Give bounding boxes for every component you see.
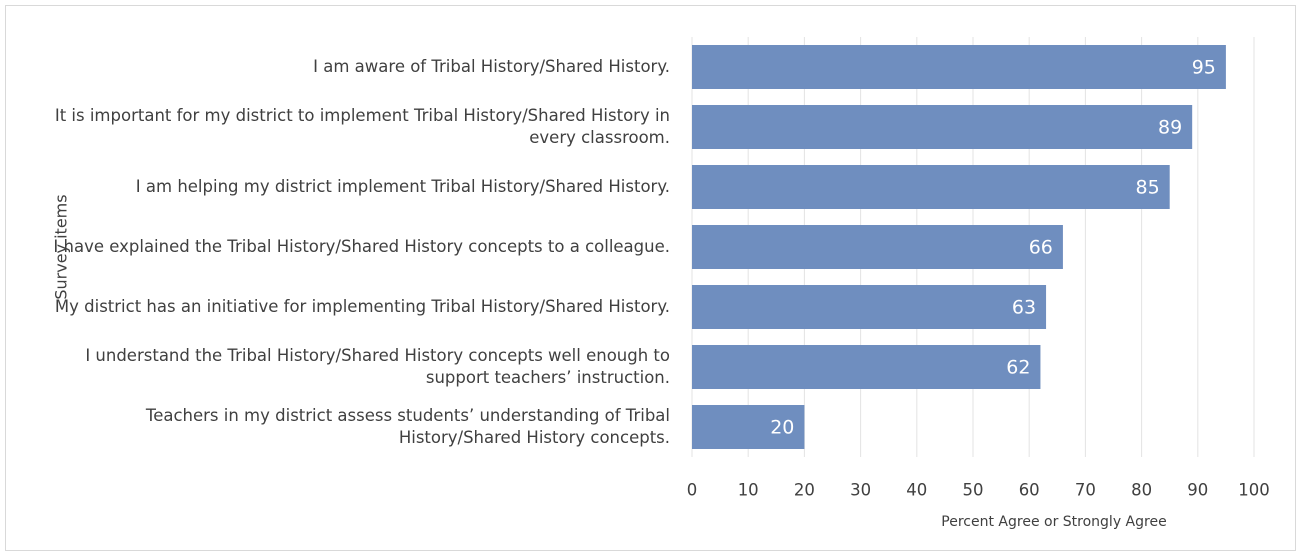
- bar: [692, 165, 1170, 209]
- y-tick-label: Teachers in my district assess students’…: [145, 406, 670, 447]
- x-tick-label: 50: [963, 481, 984, 500]
- x-tick-label: 10: [738, 481, 759, 500]
- y-tick-label: I have explained the Tribal History/Shar…: [53, 237, 670, 256]
- value-label: 20: [770, 417, 794, 439]
- y-tick-label: It is important for my district to imple…: [54, 106, 670, 147]
- x-tick-label: 40: [906, 481, 927, 500]
- value-label: 62: [1006, 357, 1030, 379]
- y-tick-label: I am aware of Tribal History/Shared Hist…: [313, 57, 670, 76]
- bar: [692, 105, 1193, 149]
- bar: [692, 225, 1063, 269]
- value-label: 66: [1029, 237, 1053, 259]
- x-tick-label: 20: [794, 481, 815, 500]
- bar: [692, 45, 1226, 89]
- x-tick-label: 30: [850, 481, 871, 500]
- x-tick-label: 90: [1187, 481, 1208, 500]
- x-tick-label: 70: [1075, 481, 1096, 500]
- x-tick-label: 80: [1131, 481, 1152, 500]
- x-tick-label: 0: [687, 481, 698, 500]
- x-tick-label: 100: [1238, 481, 1270, 500]
- bar: [692, 405, 805, 449]
- x-tick-label: 60: [1019, 481, 1040, 500]
- x-axis-title: Percent Agree or Strongly Agree: [941, 514, 1166, 530]
- chart-frame: [5, 5, 1296, 551]
- value-label: 63: [1012, 297, 1036, 319]
- value-label: 95: [1192, 57, 1216, 79]
- y-tick-label: I understand the Tribal History/Shared H…: [85, 346, 670, 387]
- bar: [692, 285, 1047, 329]
- y-tick-label: My district has an initiative for implem…: [54, 297, 670, 316]
- bar: [692, 345, 1041, 389]
- y-axis-title: Survey items: [52, 194, 71, 299]
- value-label: 85: [1136, 177, 1160, 199]
- y-tick-label: I am helping my district implement Triba…: [135, 177, 670, 196]
- value-label: 89: [1158, 117, 1182, 139]
